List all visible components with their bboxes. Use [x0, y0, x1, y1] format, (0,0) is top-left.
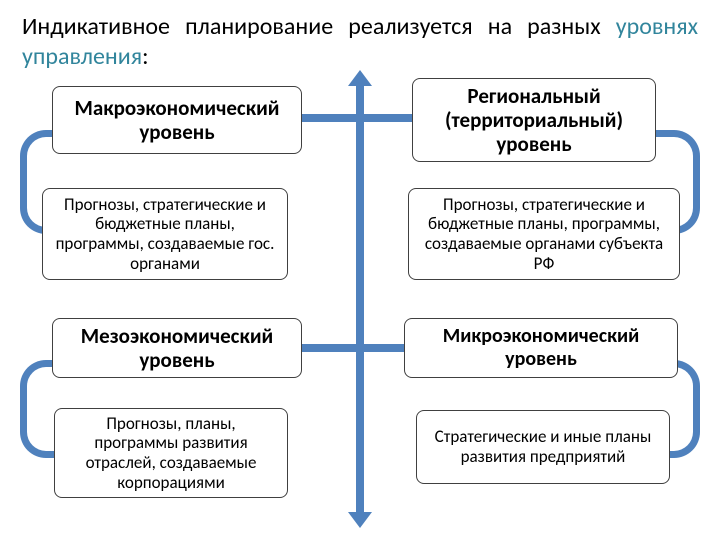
box-micro-heading: Микроэкономический уровень	[404, 318, 678, 378]
box-macro-heading: Макроэкономический уровень	[52, 86, 302, 154]
box-macro-desc: Прогнозы, стратегические и бюджетные пла…	[42, 188, 288, 280]
horizontal-arrow-bottom	[300, 344, 420, 352]
box-label: Мезоэкономический уровень	[63, 324, 291, 372]
box-regional-heading: Региональный (территориальный) уровень	[412, 78, 656, 162]
box-label: Региональный (территориальный) уровень	[423, 84, 645, 156]
title-suffix: :	[142, 42, 148, 71]
box-meso-heading: Мезоэкономический уровень	[52, 318, 302, 378]
diagram-area: Макроэкономический уровень Региональный …	[0, 80, 720, 530]
horizontal-arrow-top	[300, 114, 420, 122]
box-micro-desc: Стратегические и иные планы развития пре…	[416, 410, 670, 484]
box-label: Микроэкономический уровень	[415, 325, 667, 371]
box-meso-desc: Прогнозы, планы, программы развития отра…	[54, 408, 288, 498]
box-regional-desc: Прогнозы, стратегические и бюджетные пла…	[408, 188, 680, 280]
vertical-axis-arrow	[356, 84, 364, 514]
box-label: Стратегические и иные планы развития пре…	[427, 427, 659, 466]
box-label: Макроэкономический уровень	[63, 96, 291, 144]
title-prefix: Индикативное планирование реализуется на…	[22, 12, 616, 41]
box-label: Прогнозы, планы, программы развития отра…	[65, 414, 277, 492]
box-label: Прогнозы, стратегические и бюджетные пла…	[419, 195, 669, 273]
box-label: Прогнозы, стратегические и бюджетные пла…	[53, 195, 277, 273]
